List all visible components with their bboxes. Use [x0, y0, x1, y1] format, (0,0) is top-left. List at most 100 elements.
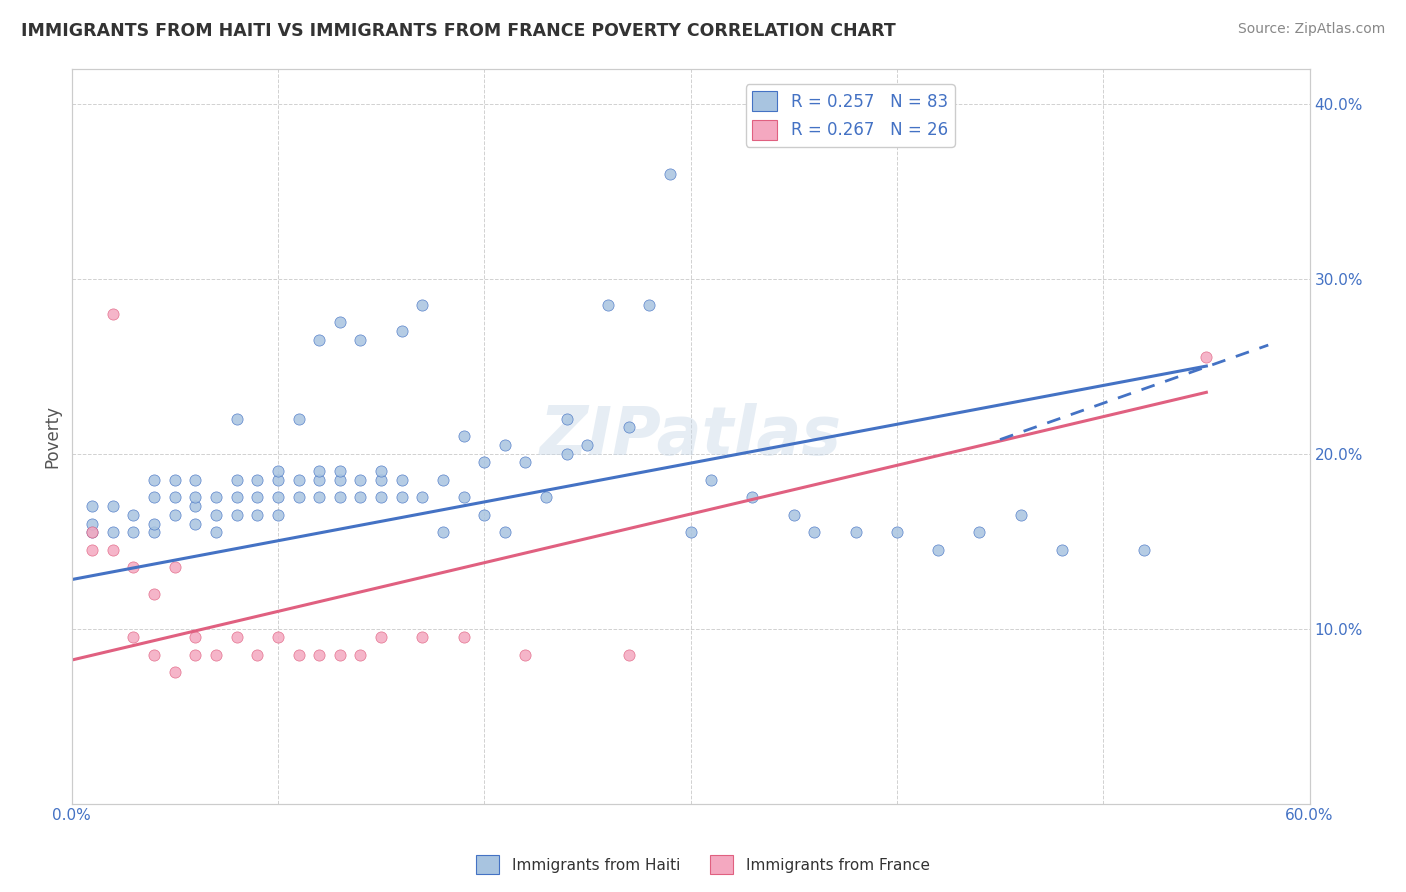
Point [122, 508, 145, 522]
Point [453, 491, 475, 505]
Point [225, 473, 247, 487]
Point [267, 631, 290, 645]
Point [225, 508, 247, 522]
Point [246, 508, 269, 522]
Point [411, 491, 433, 505]
Point [453, 429, 475, 443]
Point [308, 648, 330, 662]
Point [82, 525, 104, 540]
Point [555, 411, 578, 425]
Point [308, 464, 330, 478]
Point [534, 491, 557, 505]
Point [287, 411, 309, 425]
Point [205, 648, 228, 662]
Point [163, 665, 186, 680]
Point [370, 631, 392, 645]
Point [163, 491, 186, 505]
Point [617, 648, 640, 662]
Text: IMMIGRANTS FROM HAITI VS IMMIGRANTS FROM FRANCE POVERTY CORRELATION CHART: IMMIGRANTS FROM HAITI VS IMMIGRANTS FROM… [21, 22, 896, 40]
Point [184, 516, 207, 531]
Point [349, 648, 371, 662]
Point [783, 508, 806, 522]
Point [184, 499, 207, 513]
Point [596, 298, 619, 312]
Point [1133, 542, 1156, 557]
Legend: R = 0.257   N = 83, R = 0.267   N = 26: R = 0.257 N = 83, R = 0.267 N = 26 [745, 84, 955, 146]
Point [122, 631, 145, 645]
Point [101, 525, 124, 540]
Point [101, 499, 124, 513]
Point [515, 648, 537, 662]
Text: Source: ZipAtlas.com: Source: ZipAtlas.com [1237, 22, 1385, 37]
Point [308, 491, 330, 505]
Point [308, 473, 330, 487]
Point [184, 473, 207, 487]
Point [1050, 542, 1073, 557]
Point [287, 491, 309, 505]
Point [329, 473, 352, 487]
Point [184, 631, 207, 645]
Point [391, 473, 413, 487]
Point [370, 464, 392, 478]
Point [886, 525, 908, 540]
Point [411, 631, 433, 645]
Point [163, 473, 186, 487]
Point [205, 491, 228, 505]
Point [163, 560, 186, 574]
Point [576, 438, 599, 452]
Point [82, 516, 104, 531]
Point [803, 525, 825, 540]
Point [515, 455, 537, 469]
Point [969, 525, 991, 540]
Point [349, 491, 371, 505]
Point [494, 525, 516, 540]
Point [1010, 508, 1032, 522]
Point [246, 491, 269, 505]
Point [82, 525, 104, 540]
Point [225, 631, 247, 645]
Point [555, 446, 578, 460]
Point [329, 315, 352, 329]
Point [927, 542, 949, 557]
Point [246, 473, 269, 487]
Point [349, 333, 371, 347]
Point [225, 491, 247, 505]
Point [163, 508, 186, 522]
Point [349, 473, 371, 487]
Text: ZIPatlas: ZIPatlas [540, 403, 842, 469]
Point [205, 525, 228, 540]
Point [370, 491, 392, 505]
Point [184, 648, 207, 662]
Point [143, 491, 166, 505]
Point [432, 525, 454, 540]
Point [122, 560, 145, 574]
Point [82, 499, 104, 513]
Point [225, 411, 247, 425]
Point [329, 491, 352, 505]
Point [205, 508, 228, 522]
Point [308, 333, 330, 347]
Point [370, 473, 392, 487]
Point [700, 473, 723, 487]
Point [246, 648, 269, 662]
Point [432, 473, 454, 487]
Point [391, 491, 413, 505]
Point [1195, 351, 1218, 365]
Point [391, 324, 413, 338]
Point [82, 542, 104, 557]
Point [267, 491, 290, 505]
Point [679, 525, 702, 540]
Point [472, 508, 495, 522]
Point [267, 473, 290, 487]
Point [845, 525, 868, 540]
Point [472, 455, 495, 469]
Point [741, 491, 763, 505]
Point [287, 648, 309, 662]
Point [143, 516, 166, 531]
Point [453, 631, 475, 645]
Point [101, 307, 124, 321]
Point [267, 508, 290, 522]
Point [494, 438, 516, 452]
Point [267, 464, 290, 478]
Point [638, 298, 661, 312]
